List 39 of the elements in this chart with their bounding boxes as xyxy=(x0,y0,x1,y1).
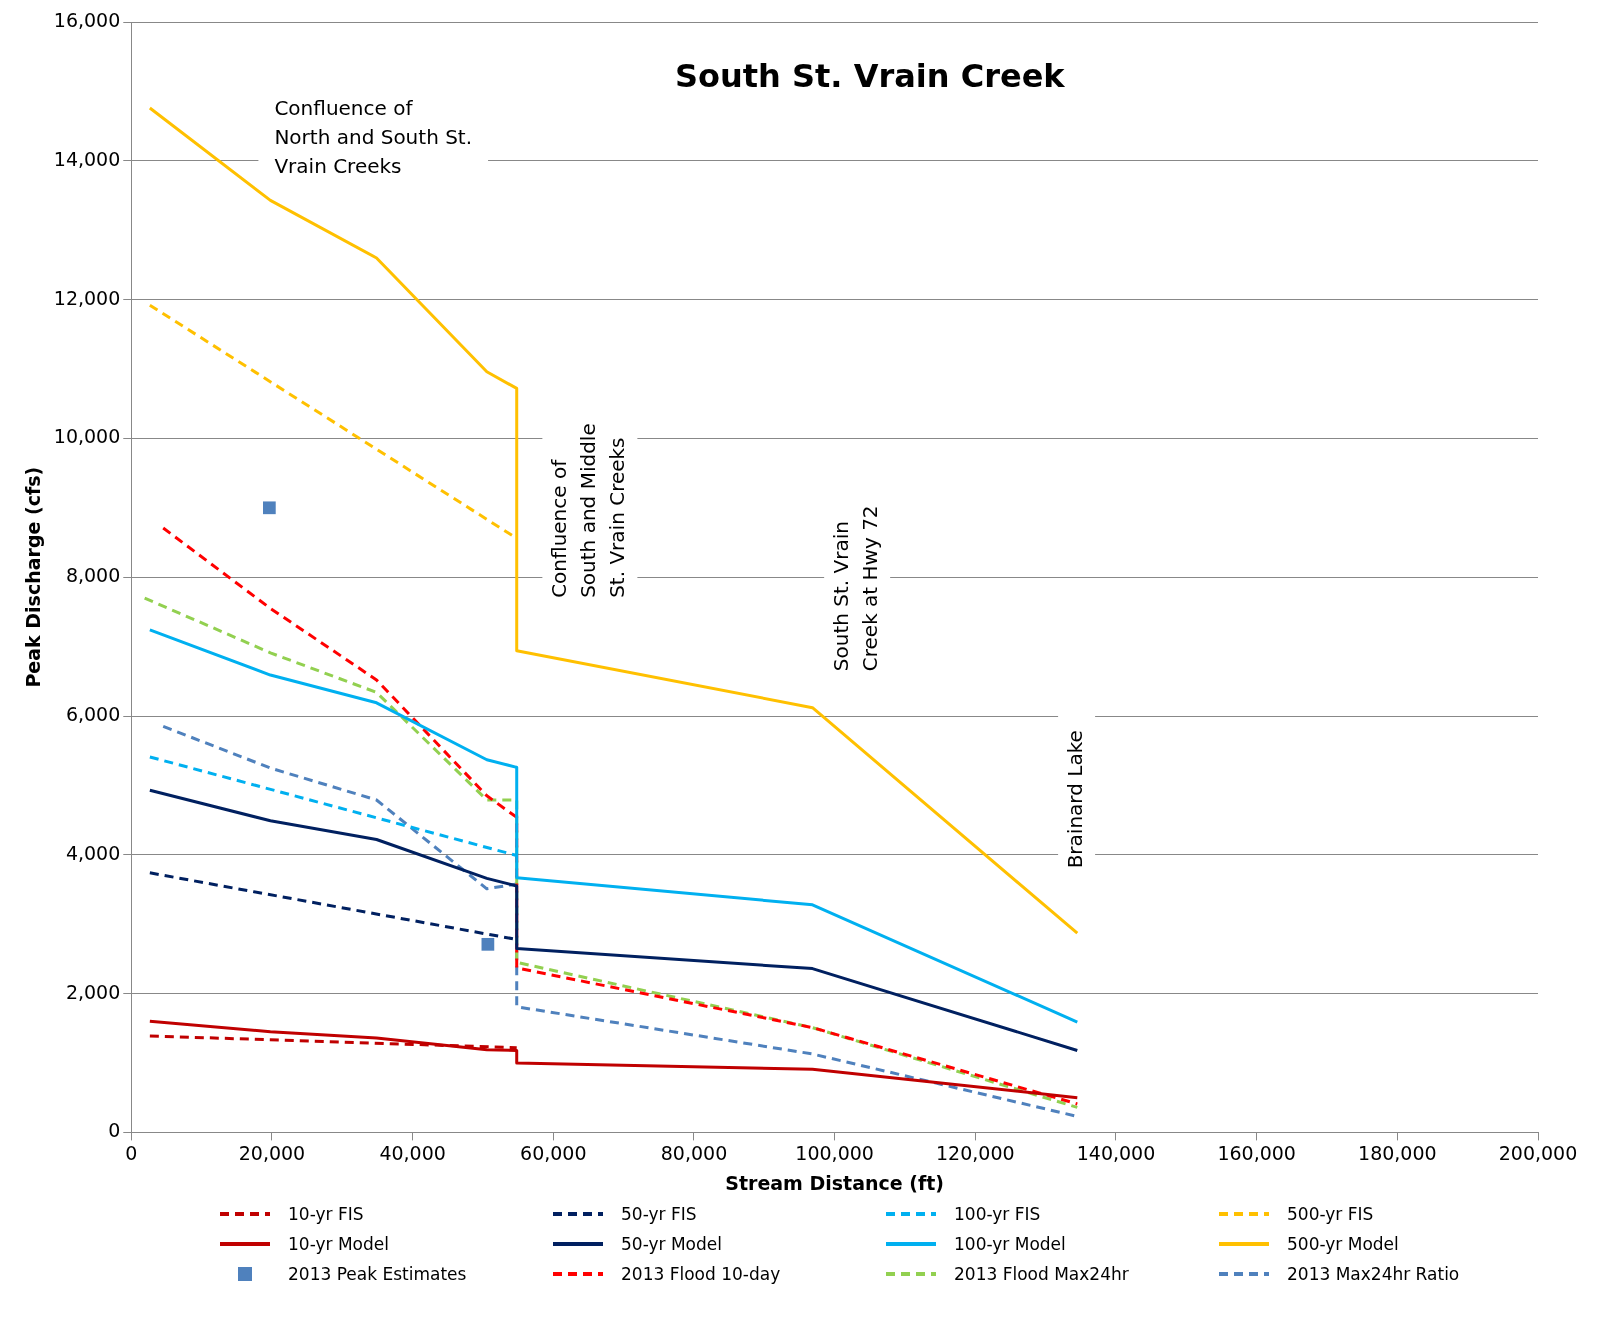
text: South St. Vrain Creek xyxy=(674,57,1066,96)
y-tick-label: 8,000 xyxy=(65,564,121,587)
legend-label: 50-yr FIS xyxy=(621,1204,697,1224)
legend-label: 10-yr FIS xyxy=(288,1204,364,1224)
y-tick-label: 0 xyxy=(108,1119,121,1142)
x-tick-label: 40,000 xyxy=(379,1141,446,1164)
legend-label: 2013 Peak Estimates xyxy=(288,1264,467,1284)
legend-label: 2013 Flood 10-day xyxy=(621,1264,781,1284)
x-tick-label: 200,000 xyxy=(1498,1141,1578,1164)
x-tick-label: 120,000 xyxy=(936,1141,1015,1164)
annotation: South St. Vrain Creek at Hwy 72 xyxy=(828,505,882,672)
legend-label: 500-yr FIS xyxy=(1287,1204,1374,1224)
x-tick-label: 160,000 xyxy=(1217,1141,1296,1164)
x-axis-title: Stream Distance (ft) xyxy=(725,1171,945,1194)
y-tick-label: 2,000 xyxy=(65,980,121,1003)
y-tick-label: 6,000 xyxy=(65,702,121,725)
y-tick-label: 10,000 xyxy=(53,425,121,448)
y-tick-label: 12,000 xyxy=(53,286,121,309)
y-tick-label: 14,000 xyxy=(53,147,121,170)
x-tick-label: 60,000 xyxy=(520,1141,587,1164)
x-tick-label: 100,000 xyxy=(795,1141,874,1164)
legend-label: 50-yr Model xyxy=(621,1234,722,1254)
legend-label: 10-yr Model xyxy=(288,1234,389,1254)
legend-label: 100-yr Model xyxy=(954,1234,1066,1254)
annotation: Brainard Lake xyxy=(1062,730,1087,869)
legend-label: 2013 Max24hr Ratio xyxy=(1287,1264,1460,1284)
annotation: Confluence of South and Middle St. Vrain Creeks xyxy=(547,423,630,598)
x-tick-label: 180,000 xyxy=(1358,1141,1437,1164)
legend-label: 500-yr Model xyxy=(1287,1234,1399,1254)
x-tick-label: 0 xyxy=(125,1141,138,1164)
x-tick-label: 20,000 xyxy=(238,1141,306,1164)
x-tick-label: 80,000 xyxy=(660,1141,728,1164)
y-axis-title: Peak Discharge (cfs) xyxy=(22,466,45,688)
legend-label: 100-yr FIS xyxy=(954,1204,1041,1224)
y-tick-label: 4,000 xyxy=(65,841,121,864)
x-tick-label: 140,000 xyxy=(1076,1141,1156,1164)
y-tick-label: 16,000 xyxy=(53,8,121,31)
annotation: Confluence of North and South St. Vrain Creeks xyxy=(274,95,473,178)
legend-label: 2013 Flood Max24hr xyxy=(954,1264,1129,1284)
